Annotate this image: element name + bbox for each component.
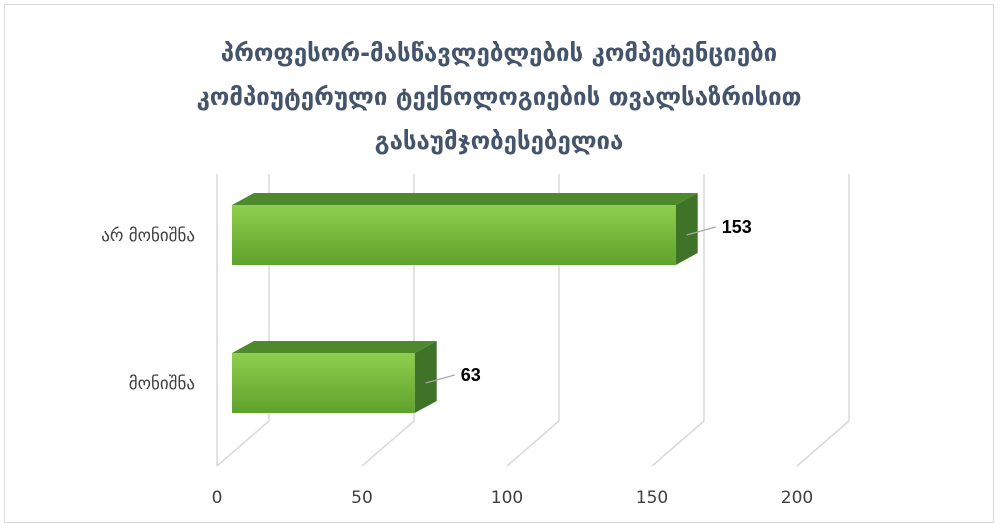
x-tick-label: 50 [351,488,373,508]
floor-gridline [216,420,270,467]
bar-side-face [675,193,698,265]
data-label-leader [686,226,716,236]
data-label-leader [425,374,455,384]
bar [232,205,676,265]
floor-gridline [796,420,850,467]
bar-side-face [414,341,437,413]
chart-title-line-1: პროფესორ-მასწავლებლების კომპეტენციები [220,39,778,67]
bar [232,353,415,413]
floor-gridline [361,420,415,467]
x-tick-label: 150 [636,488,668,508]
bar-top-face [232,193,698,205]
chart-container: პროფესორ-მასწავლებლების კომპეტენციები კო… [4,4,994,523]
x-tick-label: 100 [491,488,523,508]
floor-gridline [651,420,705,467]
x-tick-label: 0 [212,488,223,508]
bar-top-face [232,341,437,353]
bars [232,193,698,413]
floor-gridline [506,420,560,467]
chart-title-line-3: გასაუმჯობესებელია [374,127,624,155]
x-tick-label: 200 [781,488,813,508]
labels: 0 50 100 150 200 არ მონიშნა 153 მონიშნა 63 [101,217,813,508]
chart-title: პროფესორ-მასწავლებლების კომპეტენციები კო… [5,31,993,163]
category-label: არ მონიშნა [101,226,195,246]
chart-title-line-2: კომპიუტერული ტექნოლოგიების თვალსაზრისით [196,83,802,111]
data-label: 153 [722,217,752,237]
data-label: 63 [461,365,481,385]
category-label: მონიშნა [129,374,195,394]
